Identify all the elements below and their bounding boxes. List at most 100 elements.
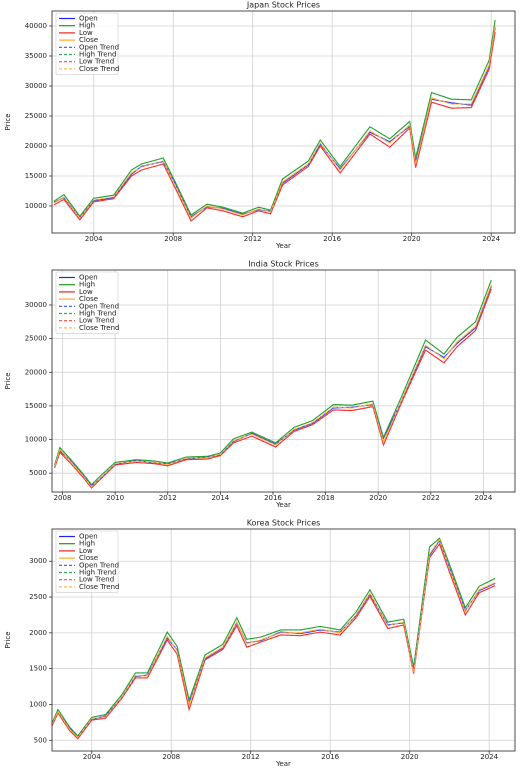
x-tick-label: 2020 <box>401 753 419 761</box>
x-tick-label: 2024 <box>480 753 498 761</box>
series-line <box>53 25 496 219</box>
y-tick-label: 15000 <box>25 402 47 410</box>
legend-label: Low Trend <box>79 58 114 66</box>
x-tick-label: 2020 <box>403 235 421 243</box>
x-tick-label: 2008 <box>164 235 182 243</box>
series-line <box>51 537 496 737</box>
y-tick-label: 5000 <box>29 469 47 477</box>
legend-label: Open Trend <box>79 302 119 310</box>
y-axis-label: Price <box>4 372 12 389</box>
series-line <box>54 288 492 489</box>
series-line <box>51 543 496 740</box>
legend-label: Open <box>79 274 98 282</box>
x-tick-label: 2024 <box>482 235 500 243</box>
legend-label: High Trend <box>79 51 116 59</box>
x-axis-label: Year <box>275 760 291 768</box>
x-tick-label: 2012 <box>244 235 262 243</box>
y-tick-label: 500 <box>34 736 47 744</box>
y-tick-label: 40000 <box>25 22 47 30</box>
legend-label: High <box>79 540 95 548</box>
legend-label: Open <box>79 533 98 541</box>
series-line <box>53 31 496 222</box>
y-tick-label: 25000 <box>25 112 47 120</box>
y-tick-label: 1500 <box>29 665 47 673</box>
y-tick-label: 10000 <box>25 202 47 210</box>
legend-label: Low <box>79 547 93 555</box>
y-tick-label: 20000 <box>25 368 47 376</box>
chart-title: Japan Stock Prices <box>246 1 320 10</box>
x-tick-label: 2010 <box>106 494 124 502</box>
x-tick-label: 2018 <box>317 494 335 502</box>
x-tick-label: 2004 <box>85 235 103 243</box>
series-line <box>51 542 496 740</box>
y-tick-label: 20000 <box>25 142 47 150</box>
y-tick-label: 30000 <box>25 82 47 90</box>
legend-box <box>55 12 119 75</box>
series-line <box>53 19 496 218</box>
x-tick-label: 2016 <box>264 494 282 502</box>
x-axis-label: Year <box>275 501 291 509</box>
x-tick-label: 2008 <box>162 753 180 761</box>
legend-label: Low Trend <box>79 576 114 584</box>
x-tick-label: 2022 <box>422 494 440 502</box>
series-line <box>54 284 492 488</box>
x-axis-label: Year <box>275 242 291 250</box>
legend-label: Low <box>79 288 93 296</box>
y-tick-label: 35000 <box>25 52 47 60</box>
plot-frame <box>51 528 516 752</box>
series-line <box>54 286 492 487</box>
legend-label: Open Trend <box>79 43 119 51</box>
series-line <box>53 31 496 222</box>
x-tick-label: 2008 <box>54 494 72 502</box>
subplot: Japan Stock Prices Year Price 2004 2008 2012 2… <box>4 1 516 250</box>
chart-title: India Stock Prices <box>248 260 319 269</box>
legend-label: High <box>79 22 95 30</box>
x-tick-label: 2012 <box>159 494 177 502</box>
legend-label: Open Trend <box>79 561 119 569</box>
x-tick-label: 2020 <box>369 494 387 502</box>
y-axis-label: Price <box>4 631 12 648</box>
x-tick-label: 2014 <box>211 494 229 502</box>
legend-label: Close <box>79 36 98 44</box>
y-tick-label: 1000 <box>29 700 47 708</box>
x-tick-label: 2016 <box>321 753 339 761</box>
series-line <box>54 279 492 486</box>
y-tick-label: 10000 <box>25 436 47 444</box>
x-tick-label: 2024 <box>475 494 493 502</box>
subplot: India Stock Prices Year Price 2008 2010 2012 2… <box>4 260 516 509</box>
x-tick-label: 2012 <box>242 753 260 761</box>
legend-label: High Trend <box>79 310 116 318</box>
y-tick-label: 15000 <box>25 172 47 180</box>
plot-frame <box>51 269 516 493</box>
legend-label: Low <box>79 29 93 37</box>
subplot: Korea Stock Prices Year Price 2004 2008 2012 2… <box>4 519 516 768</box>
series-line <box>51 539 496 738</box>
y-tick-label: 30000 <box>25 301 47 309</box>
legend-label: Low Trend <box>79 317 114 325</box>
y-tick-label: 3000 <box>29 557 47 565</box>
x-tick-label: 2016 <box>323 235 341 243</box>
series-line <box>51 538 496 738</box>
series-line <box>53 27 496 219</box>
y-tick-label: 25000 <box>25 335 47 343</box>
chart-title: Korea Stock Prices <box>247 519 321 528</box>
legend-label: Close <box>79 295 98 303</box>
y-axis-label: Price <box>4 113 12 130</box>
legend-label: High <box>79 281 95 289</box>
legend-box <box>55 271 119 334</box>
y-tick-label: 2000 <box>29 629 47 637</box>
legend-label: Close Trend <box>79 583 119 591</box>
legend-box <box>55 530 119 593</box>
legend-label: Open <box>79 15 98 23</box>
series-line <box>53 19 496 217</box>
series-line <box>51 539 496 738</box>
y-tick-label: 2500 <box>29 593 47 601</box>
legend-label: Close <box>79 554 98 562</box>
legend-label: High Trend <box>79 569 116 577</box>
legend-label: Close Trend <box>79 65 119 73</box>
plot-frame <box>51 10 516 234</box>
x-tick-label: 2004 <box>83 753 101 761</box>
legend-label: Close Trend <box>79 324 119 332</box>
series-line <box>51 538 496 739</box>
